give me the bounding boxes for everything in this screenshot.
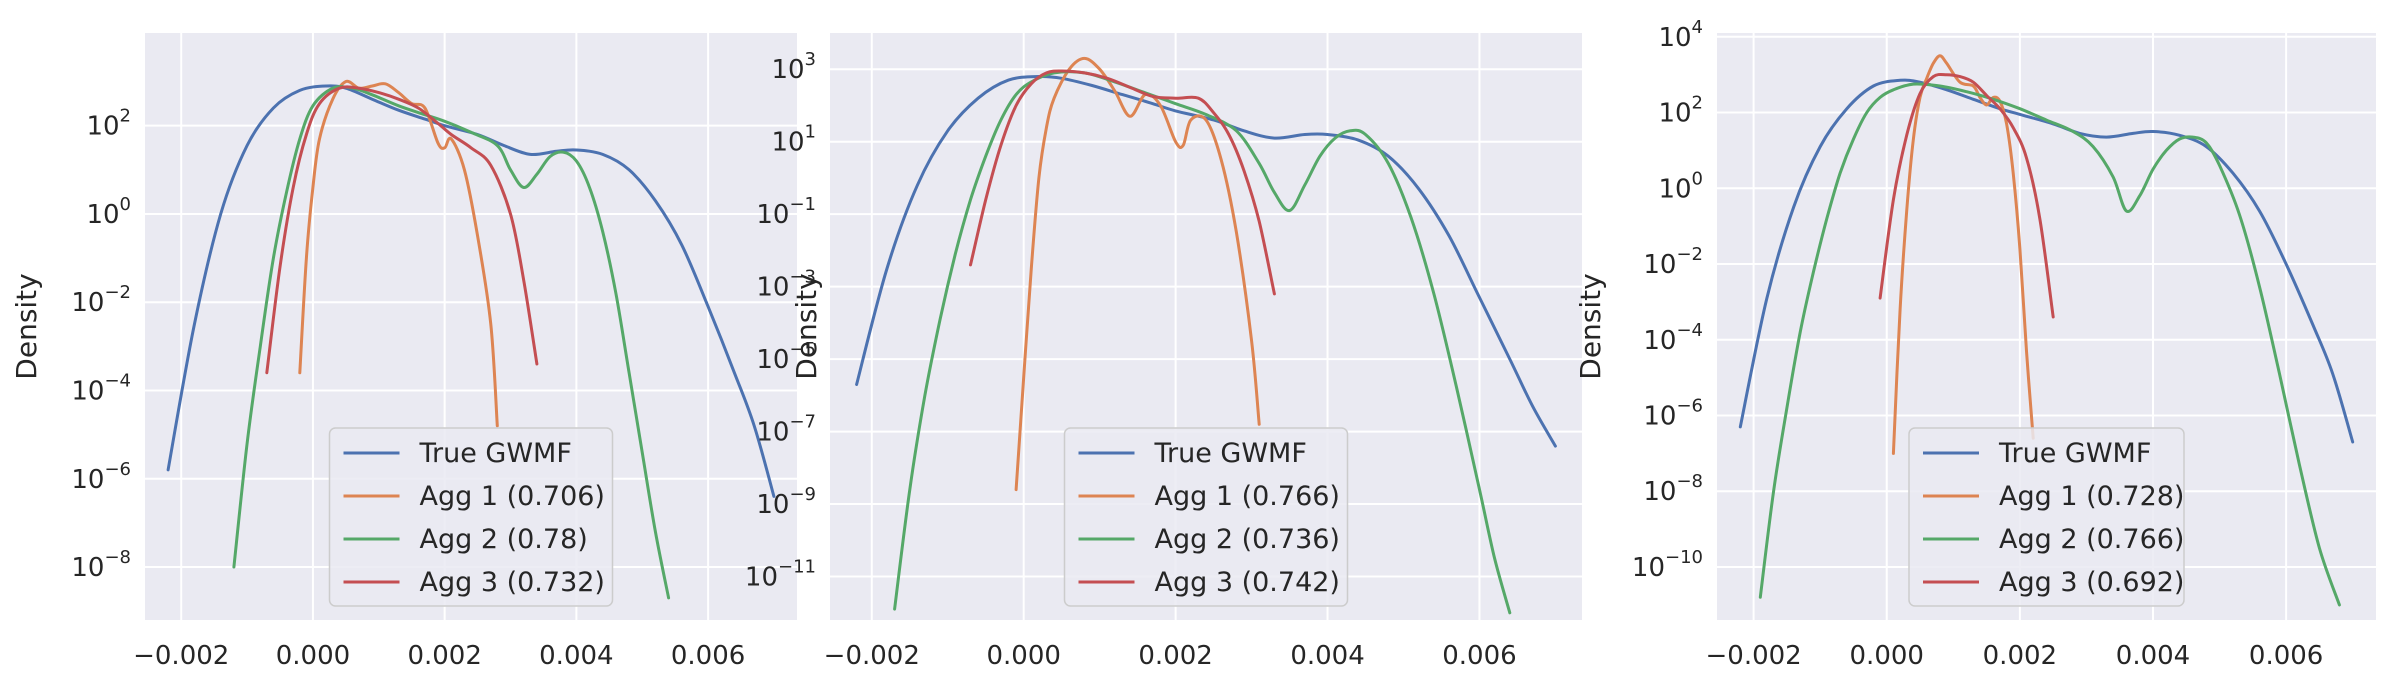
legend: True GWMF Agg 1 (0.706) Agg 2 (0.78) Agg 3 … [328, 427, 614, 607]
legend-label: True GWMF [1998, 438, 2151, 469]
y-tick-label: 10−11 [745, 557, 816, 593]
y-tick-label: 10−8 [71, 547, 131, 583]
legend-label: Agg 2 (0.736) [1155, 524, 1340, 555]
x-tick-label: 0.004 [2116, 641, 2190, 671]
x-tick-label: 0.002 [1138, 641, 1212, 671]
series-line-1 [855, 74, 1557, 448]
legend-label: True GWMF [419, 438, 572, 469]
y-tick-label: 10−4 [1643, 320, 1703, 356]
x-tick-label: 0.002 [407, 641, 481, 671]
x-tick-label: 0.006 [1442, 641, 1516, 671]
y-axis-label: Density [790, 273, 823, 379]
y-tick-label: 10−2 [71, 282, 131, 318]
y-tick-label: 10−4 [71, 370, 131, 406]
y-axis-label: Density [10, 273, 43, 379]
legend: True GWMF Agg 1 (0.728) Agg 2 (0.766) Agg 3… [1908, 427, 2185, 607]
series-line-1 [1738, 78, 2355, 444]
legend-box [328, 427, 614, 607]
series-lines [166, 79, 776, 600]
series-line-4 [265, 85, 539, 375]
x-tick-label: 0.000 [1850, 641, 1924, 671]
series-line-4 [1878, 72, 2055, 319]
x-tick-label: 0.004 [1290, 641, 1364, 671]
series-line-2 [298, 79, 499, 428]
series-line-2 [1891, 54, 2035, 455]
y-tick-label: 100 [86, 194, 131, 230]
series-lines [1738, 54, 2355, 607]
x-tick-label: −0.002 [824, 641, 920, 671]
series-line-3 [232, 85, 671, 600]
x-tick-label: 0.006 [671, 641, 745, 671]
y-tick-label: 10−6 [71, 459, 131, 495]
x-tick-label: 0.002 [1983, 641, 2057, 671]
series-line-4 [969, 69, 1276, 296]
y-tick-label: 102 [86, 106, 131, 142]
y-tick-label: 10−8 [1643, 471, 1703, 507]
y-tick-label: 10−2 [1643, 244, 1703, 280]
y-tick-label: 10−7 [756, 412, 816, 448]
x-tick-label: 0.000 [276, 641, 350, 671]
legend-label: Agg 2 (0.78) [420, 524, 588, 555]
y-tick-label: 101 [771, 122, 816, 158]
y-tick-label: 10−10 [1632, 547, 1703, 583]
y-tick-label: 10−5 [756, 339, 816, 375]
x-tick-label: 0.006 [2249, 641, 2323, 671]
legend-label: Agg 3 (0.742) [1155, 567, 1340, 598]
legend-label: Agg 1 (0.766) [1155, 481, 1340, 512]
y-tick-label: 103 [771, 49, 816, 85]
legend-box [1908, 427, 2185, 607]
subplot-2: −0.002 0.000 0.002 0.004 0.006 103 101 10−1 10−3… [745, 33, 1582, 671]
x-tick-label: 0.004 [539, 641, 613, 671]
y-tick-label: 10−1 [756, 194, 816, 230]
legend-label: Agg 3 (0.732) [420, 567, 605, 598]
x-tick-label: 0.000 [986, 641, 1060, 671]
legend-label: Agg 2 (0.766) [1999, 524, 2184, 555]
x-tick-label: −0.002 [1706, 641, 1802, 671]
y-tick-label: 102 [1658, 93, 1703, 129]
series-line-3 [1758, 82, 2341, 607]
series-line-2 [1014, 56, 1261, 492]
y-tick-label: 104 [1658, 17, 1703, 53]
legend-box [1063, 427, 1349, 607]
y-tick-label: 10−3 [756, 267, 816, 303]
y-axis-label: Density [1574, 273, 1607, 379]
subplot-1: −0.002 0.000 0.002 0.004 0.006 102 100 10−2 10−4… [10, 33, 797, 671]
legend: True GWMF Agg 1 (0.766) Agg 2 (0.736) Agg 3… [1063, 427, 1349, 607]
legend-label: True GWMF [1154, 438, 1307, 469]
subplot-3: −0.002 0.000 0.002 0.004 0.006 104 102 100 10−2 1… [1574, 17, 2376, 671]
y-tick-label: 10−6 [1643, 395, 1703, 431]
legend-label: Agg 3 (0.692) [1999, 567, 2184, 598]
legend-label: Agg 1 (0.706) [420, 481, 605, 512]
x-tick-label: −0.002 [133, 641, 229, 671]
y-tick-label: 10−9 [756, 484, 816, 520]
legend-label: Agg 1 (0.728) [1999, 481, 2184, 512]
series-lines [855, 56, 1557, 615]
y-tick-label: 100 [1658, 168, 1703, 204]
